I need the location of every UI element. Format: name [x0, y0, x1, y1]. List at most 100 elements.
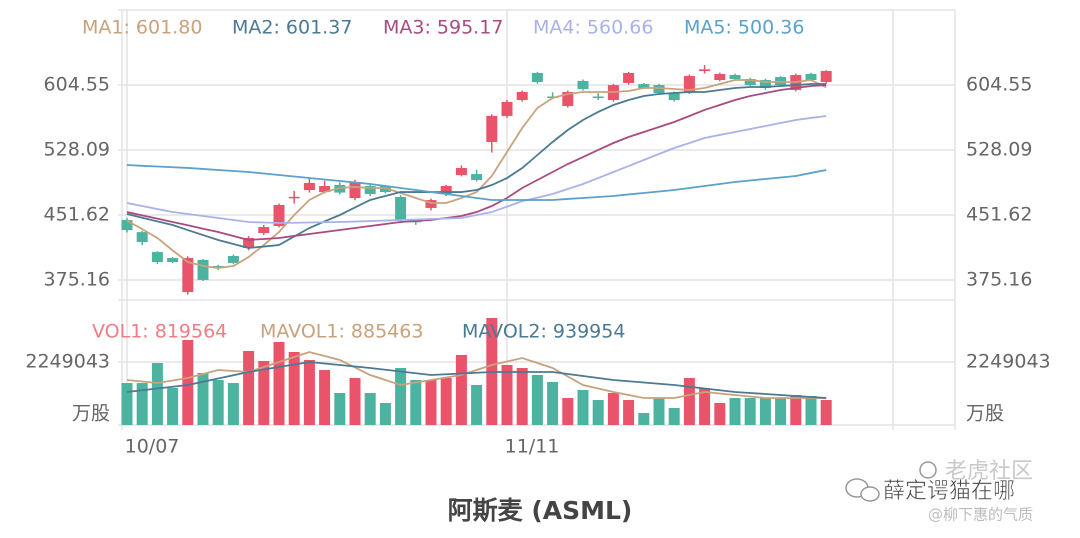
volume-bar	[699, 387, 711, 425]
volume-bar	[790, 395, 802, 425]
volume-bar	[592, 400, 604, 425]
candle-body	[577, 80, 589, 90]
volume-ma-line	[126, 351, 827, 399]
candle-body	[638, 84, 650, 89]
volume-bar	[151, 363, 163, 425]
legend-entry: MA5: 500.36	[684, 17, 804, 39]
candle-body	[668, 93, 680, 101]
volume-bar	[638, 413, 650, 425]
y-tick-label: 528.09	[44, 138, 110, 160]
candle-body	[243, 237, 255, 248]
candle-body	[258, 227, 270, 234]
candle-body	[167, 258, 179, 263]
legend-entry: MA3: 595.17	[383, 17, 503, 39]
candle-body	[592, 96, 604, 99]
ma-line	[126, 164, 827, 201]
volume-bar	[759, 397, 771, 425]
legend-entry: MA2: 601.37	[232, 17, 352, 39]
y2-tick-label: 375.16	[966, 268, 1032, 290]
ma-line	[126, 84, 827, 241]
candle-body	[623, 72, 635, 84]
volume-bar	[516, 367, 528, 425]
volume-bar	[562, 397, 574, 425]
volume-bar	[440, 377, 452, 425]
candle-body	[319, 186, 331, 193]
ma-line	[126, 79, 827, 269]
watermark-author: 薛定谔猫在哪	[883, 479, 1015, 504]
volume-bar	[273, 342, 285, 425]
candle-body	[303, 182, 315, 191]
candle-body	[121, 220, 133, 231]
candle-body	[805, 73, 817, 81]
candle-body	[531, 72, 543, 82]
watermark	[845, 461, 937, 502]
volume-bar	[379, 403, 391, 425]
volume-bar	[136, 383, 148, 425]
volume-bar	[577, 390, 589, 425]
volume-bar	[501, 365, 513, 425]
candle-body	[425, 200, 437, 208]
candle-body	[455, 168, 467, 176]
volume-bar	[319, 370, 331, 425]
volume-bar	[121, 383, 133, 425]
volume-bar	[349, 377, 361, 425]
y-tick-label: 604.55	[44, 73, 110, 95]
candle-body	[379, 186, 391, 193]
chart-title: 阿斯麦 (ASML)	[448, 496, 633, 525]
ma-line	[126, 115, 827, 224]
volume-bar	[227, 383, 239, 425]
legend-entry: MA4: 560.66	[533, 17, 653, 39]
volume-bar	[167, 387, 179, 425]
y2-tick-label: 528.09	[966, 138, 1032, 160]
candle-body	[182, 258, 194, 293]
volume-bar	[714, 403, 726, 425]
volume-bar	[288, 352, 300, 425]
volume-bar	[243, 350, 255, 425]
candle-body	[683, 76, 695, 93]
volume-bar	[623, 400, 635, 425]
y2-tick-label: 451.62	[966, 203, 1032, 225]
volume-bar	[775, 397, 787, 425]
volume-bar	[547, 382, 559, 425]
volume-bar	[471, 385, 483, 425]
candle-body	[273, 204, 285, 227]
legend-entry: MAVOL1: 885463	[260, 321, 423, 343]
ma-line	[126, 83, 827, 249]
y2-tick-label: 2249043	[966, 351, 1051, 373]
watermark-brand: 老虎社区	[945, 459, 1033, 484]
volume-bar	[653, 397, 665, 425]
x-tick-label: 11/11	[505, 436, 560, 458]
volume-unit: 万股	[72, 403, 110, 425]
legend-entry: MA1: 601.80	[82, 17, 202, 39]
volume-bar	[729, 397, 741, 425]
candle-body	[562, 92, 574, 107]
candle-body	[759, 80, 771, 89]
candle-body	[653, 85, 665, 94]
candle-body	[744, 79, 756, 86]
candle-body	[714, 73, 726, 81]
volume-bar	[805, 396, 817, 425]
y2-tick-label: 604.55	[966, 73, 1032, 95]
legend-entry: VOL1: 819564	[92, 321, 227, 343]
legend-entry: MAVOL2: 939954	[462, 321, 625, 343]
candle-body	[197, 259, 209, 280]
volume-bar	[531, 375, 543, 425]
candle-body	[364, 186, 376, 195]
volume-bar	[410, 380, 422, 425]
candle-body	[151, 252, 163, 263]
candle-body	[440, 186, 452, 195]
candle-body	[729, 75, 741, 80]
candle-body	[486, 115, 498, 142]
y-tick-label: 375.16	[44, 268, 110, 290]
volume-bar	[212, 380, 224, 425]
volume-bar	[182, 340, 194, 425]
candle-body	[471, 174, 483, 180]
volume-bar	[334, 393, 346, 425]
x-tick-label: 10/07	[125, 436, 180, 458]
candle-body	[136, 232, 148, 243]
watermark-icon	[860, 486, 880, 502]
watermark-icon	[919, 461, 937, 479]
volume-bar	[364, 393, 376, 425]
candle-body	[820, 71, 832, 82]
volume-bar	[303, 360, 315, 425]
